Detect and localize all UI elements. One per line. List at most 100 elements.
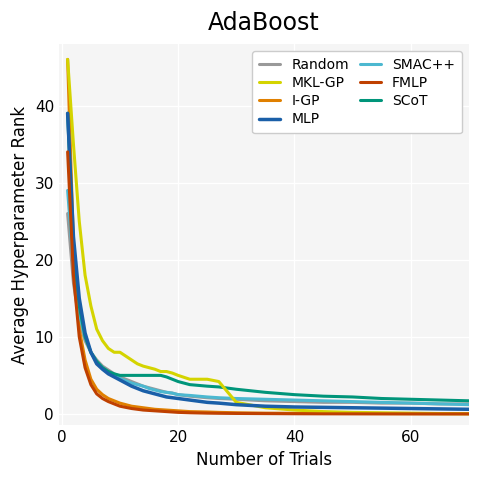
SCoT bbox=[82, 334, 88, 340]
SCoT bbox=[117, 372, 123, 378]
SMAC++ bbox=[152, 387, 158, 393]
I-GP bbox=[216, 409, 222, 415]
FMLP bbox=[216, 410, 222, 416]
MKL-GP bbox=[129, 357, 134, 363]
SMAC++ bbox=[76, 311, 82, 317]
MKL-GP bbox=[466, 411, 472, 417]
FMLP bbox=[76, 334, 82, 340]
Random bbox=[350, 399, 356, 405]
SCoT bbox=[204, 384, 210, 389]
I-GP bbox=[146, 406, 152, 411]
MKL-GP bbox=[437, 411, 443, 417]
Random bbox=[291, 399, 297, 405]
MKL-GP bbox=[94, 326, 99, 332]
SMAC++ bbox=[129, 380, 134, 386]
FMLP bbox=[134, 407, 140, 412]
SMAC++ bbox=[263, 396, 268, 402]
SMAC++ bbox=[71, 264, 76, 270]
Random bbox=[466, 401, 472, 407]
MKL-GP bbox=[65, 57, 71, 62]
MLP bbox=[146, 389, 152, 395]
SCoT bbox=[71, 249, 76, 255]
MKL-GP bbox=[146, 365, 152, 371]
MKL-GP bbox=[233, 399, 239, 405]
Random bbox=[76, 319, 82, 324]
SCoT bbox=[152, 372, 158, 378]
Random bbox=[117, 374, 123, 380]
MKL-GP bbox=[71, 141, 76, 147]
Random bbox=[158, 388, 164, 394]
I-GP bbox=[152, 407, 158, 412]
SCoT bbox=[263, 389, 268, 395]
MLP bbox=[263, 403, 268, 409]
FMLP bbox=[100, 396, 106, 401]
I-GP bbox=[466, 411, 472, 417]
SMAC++ bbox=[204, 394, 210, 400]
MKL-GP bbox=[106, 346, 111, 351]
MKL-GP bbox=[379, 410, 384, 416]
Random bbox=[216, 396, 222, 401]
MKL-GP bbox=[291, 407, 297, 413]
Random bbox=[123, 376, 129, 382]
MLP bbox=[100, 366, 106, 372]
MLP bbox=[379, 405, 384, 411]
SMAC++ bbox=[466, 402, 472, 408]
MKL-GP bbox=[82, 272, 88, 278]
MLP bbox=[117, 377, 123, 383]
FMLP bbox=[140, 407, 146, 413]
MKL-GP bbox=[123, 353, 129, 359]
SMAC++ bbox=[216, 395, 222, 401]
I-GP bbox=[123, 402, 129, 408]
MLP bbox=[291, 404, 297, 410]
I-GP bbox=[140, 405, 146, 410]
MLP bbox=[321, 405, 326, 410]
MKL-GP bbox=[76, 218, 82, 224]
Random bbox=[187, 393, 192, 399]
I-GP bbox=[164, 407, 169, 413]
SMAC++ bbox=[123, 378, 129, 384]
FMLP bbox=[152, 408, 158, 414]
SMAC++ bbox=[117, 375, 123, 381]
MKL-GP bbox=[88, 303, 94, 309]
SMAC++ bbox=[437, 401, 443, 407]
SMAC++ bbox=[233, 396, 239, 401]
SMAC++ bbox=[321, 398, 326, 404]
I-GP bbox=[437, 411, 443, 417]
SCoT bbox=[164, 374, 169, 380]
SMAC++ bbox=[100, 365, 106, 371]
FMLP bbox=[233, 410, 239, 416]
SCoT bbox=[146, 372, 152, 378]
Random bbox=[152, 386, 158, 392]
MKL-GP bbox=[140, 363, 146, 369]
Random bbox=[129, 379, 134, 384]
MKL-GP bbox=[350, 409, 356, 415]
MKL-GP bbox=[263, 405, 268, 410]
I-GP bbox=[169, 408, 175, 413]
FMLP bbox=[164, 409, 169, 415]
MLP bbox=[94, 361, 99, 367]
MKL-GP bbox=[187, 376, 192, 382]
FMLP bbox=[146, 408, 152, 413]
FMLP bbox=[169, 409, 175, 415]
FMLP bbox=[263, 411, 268, 417]
FMLP bbox=[291, 411, 297, 417]
SMAC++ bbox=[291, 397, 297, 403]
Line: MLP: MLP bbox=[68, 113, 469, 409]
I-GP bbox=[88, 376, 94, 382]
I-GP bbox=[175, 408, 181, 414]
SCoT bbox=[140, 372, 146, 378]
I-GP bbox=[204, 409, 210, 415]
FMLP bbox=[123, 405, 129, 410]
Random bbox=[437, 401, 443, 407]
Random bbox=[169, 390, 175, 396]
SCoT bbox=[175, 379, 181, 384]
Random bbox=[233, 396, 239, 402]
SCoT bbox=[408, 396, 414, 402]
SCoT bbox=[100, 365, 106, 371]
MKL-GP bbox=[111, 349, 117, 355]
MKL-GP bbox=[175, 372, 181, 378]
SCoT bbox=[65, 110, 71, 116]
FMLP bbox=[65, 149, 71, 155]
MLP bbox=[164, 394, 169, 400]
MLP bbox=[71, 234, 76, 240]
